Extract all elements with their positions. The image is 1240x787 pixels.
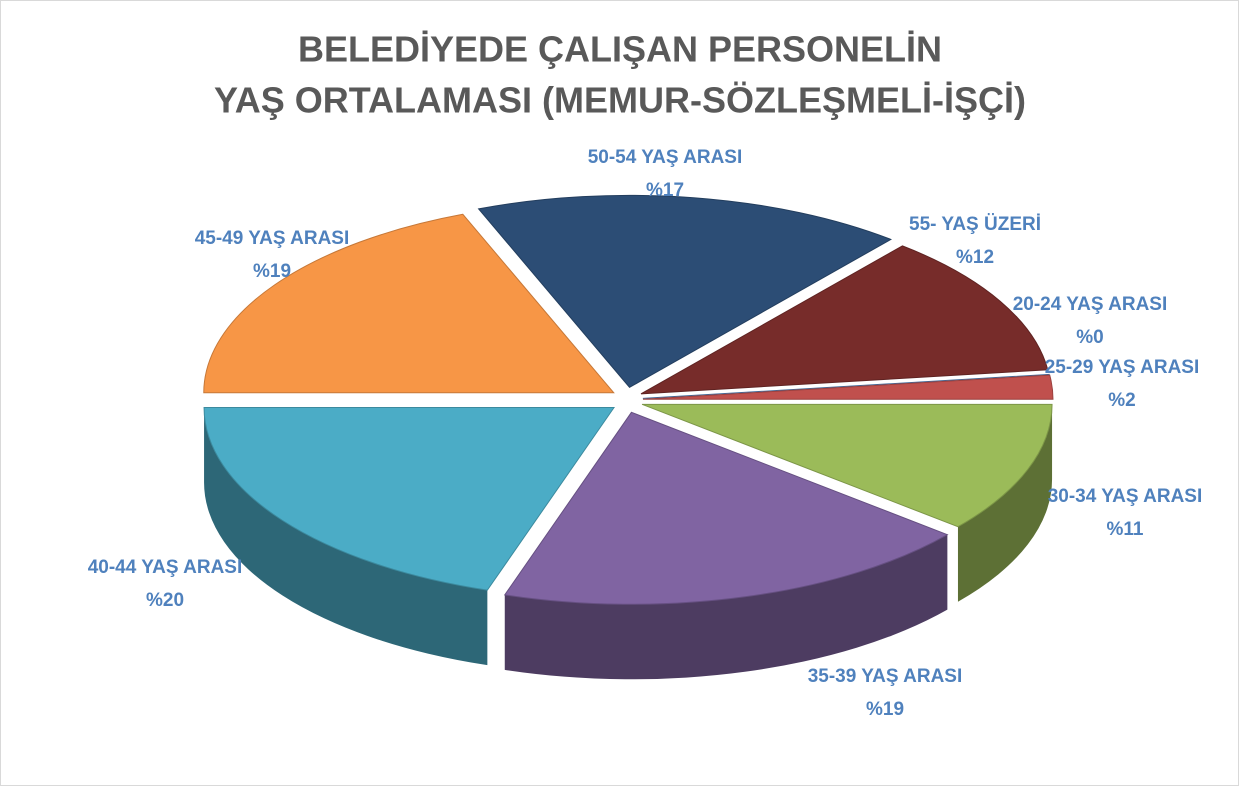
- slice-side: [957, 404, 1053, 602]
- data-label-value: %19: [866, 699, 904, 720]
- slice: [477, 194, 893, 388]
- data-label-name: 30-34 YAŞ ARASI: [1048, 486, 1203, 507]
- data-label-name: 50-54 YAŞ ARASI: [588, 147, 743, 168]
- data-label-name: 20-24 YAŞ ARASI: [1013, 294, 1168, 315]
- slice-side: [504, 534, 948, 680]
- slice: [640, 245, 1049, 395]
- chart-title: BELEDİYEDE ÇALIŞAN PERSONELİN: [298, 29, 942, 70]
- slice: [642, 374, 1054, 400]
- data-label-name: 25-29 YAŞ ARASI: [1045, 357, 1200, 378]
- data-label-name: 45-49 YAŞ ARASI: [195, 228, 350, 249]
- data-label-value: %11: [1107, 519, 1144, 540]
- chart-title: YAŞ ORTALAMASI (MEMUR-SÖZLEŞMELİ-İŞÇİ): [214, 80, 1026, 121]
- slice: [503, 411, 949, 605]
- data-label-name: 55- YAŞ ÜZERİ: [909, 214, 1041, 235]
- slice: [641, 403, 1053, 528]
- data-label-name: 35-39 YAŞ ARASI: [808, 666, 963, 687]
- data-label-value: %19: [253, 261, 291, 282]
- slice: [203, 213, 615, 394]
- data-label-value: %12: [956, 247, 994, 268]
- data-label-value: %0: [1076, 327, 1103, 348]
- data-label-value: %17: [646, 180, 684, 201]
- data-label-name: 40-44 YAŞ ARASI: [88, 557, 243, 578]
- slice-side: [204, 407, 488, 666]
- slice: [203, 407, 616, 591]
- slice: [642, 373, 1050, 399]
- data-label-value: %20: [146, 590, 184, 611]
- data-label-value: %2: [1108, 390, 1135, 411]
